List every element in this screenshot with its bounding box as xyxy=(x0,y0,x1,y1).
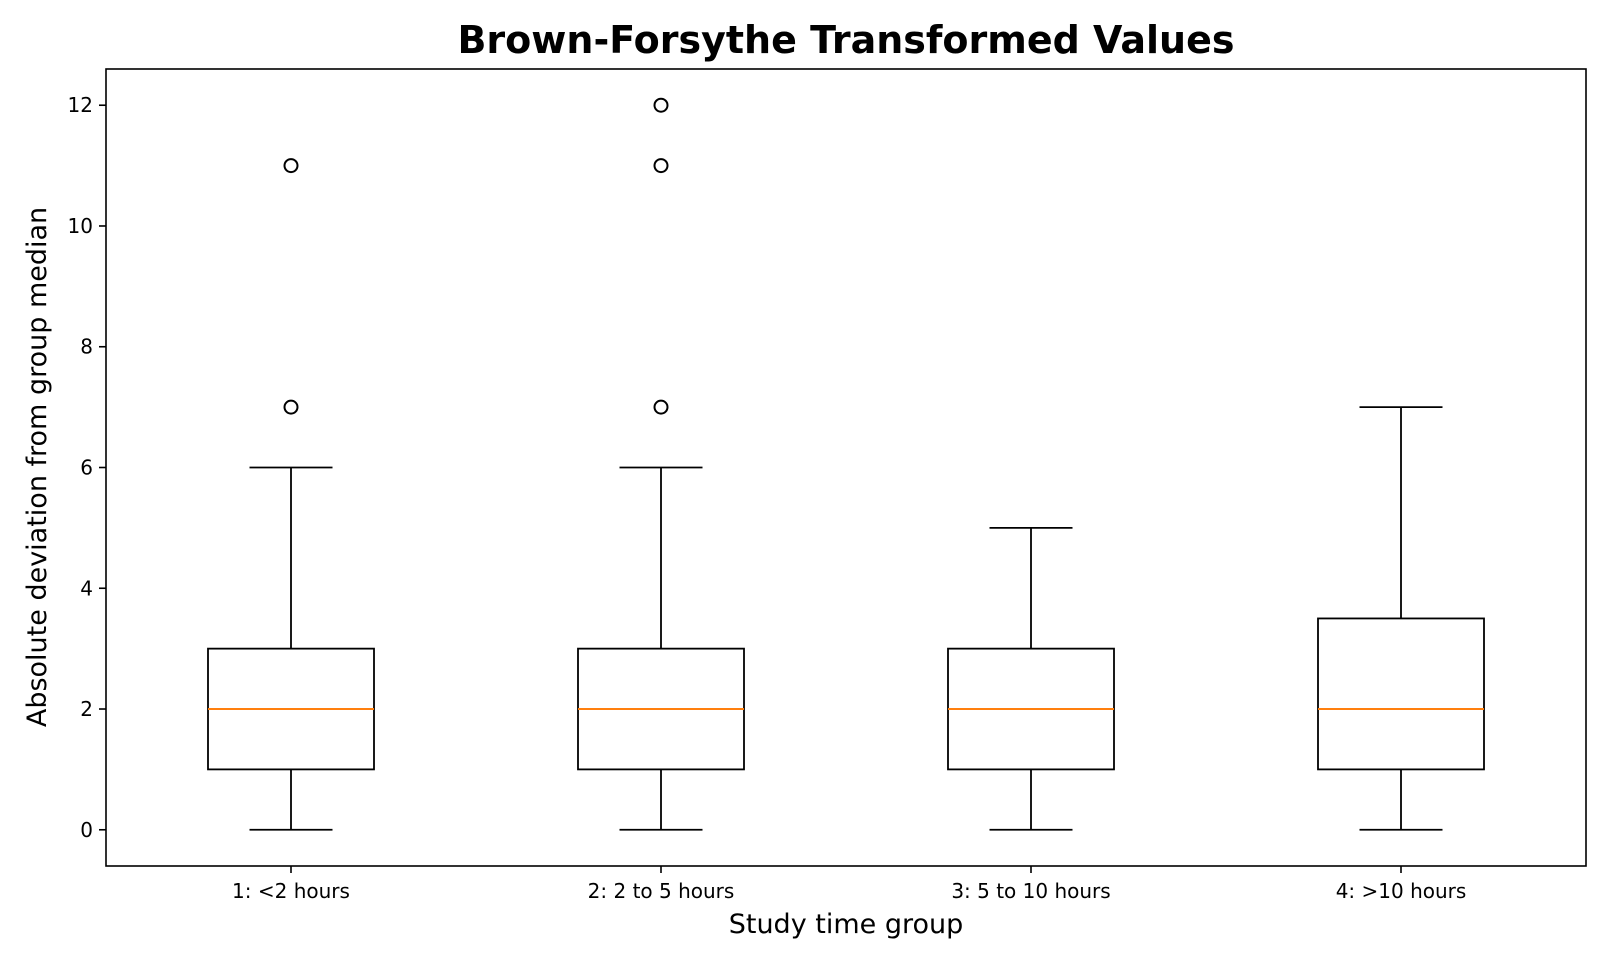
outlier-point xyxy=(283,158,299,174)
y-tick-label: 12 xyxy=(68,93,93,117)
x-axis-label: Study time group xyxy=(729,909,964,940)
y-tick-label: 4 xyxy=(80,576,93,600)
y-axis-label: Absolute deviation from group median xyxy=(22,207,53,727)
x-tick-label: 2: 2 to 5 hours xyxy=(588,879,735,903)
chart-title: Brown-Forsythe Transformed Values xyxy=(457,18,1234,62)
outlier-point xyxy=(653,97,669,113)
x-axis: 1: <2 hours 2: 2 to 5 hours 3: 5 to 10 hou… xyxy=(232,866,1466,903)
y-tick-label: 8 xyxy=(80,335,93,359)
x-tick-label: 3: 5 to 10 hours xyxy=(951,879,1110,903)
outlier-point xyxy=(283,399,299,415)
y-tick-label: 10 xyxy=(68,214,93,238)
iqr-box xyxy=(1317,617,1485,771)
y-tick-label: 6 xyxy=(80,456,93,480)
y-axis: 0 2 4 6 8 10 12 xyxy=(68,93,106,842)
box-group xyxy=(947,526,1115,831)
x-tick-label: 4: >10 hours xyxy=(1336,879,1467,903)
box-group xyxy=(207,158,375,831)
box-group xyxy=(1317,406,1485,831)
box-series xyxy=(207,97,1485,831)
outlier-point xyxy=(653,399,669,415)
x-tick-label: 1: <2 hours xyxy=(232,879,350,903)
box-group xyxy=(577,97,745,831)
y-tick-label: 0 xyxy=(80,818,93,842)
y-tick-label: 2 xyxy=(80,697,93,721)
outlier-point xyxy=(653,158,669,174)
